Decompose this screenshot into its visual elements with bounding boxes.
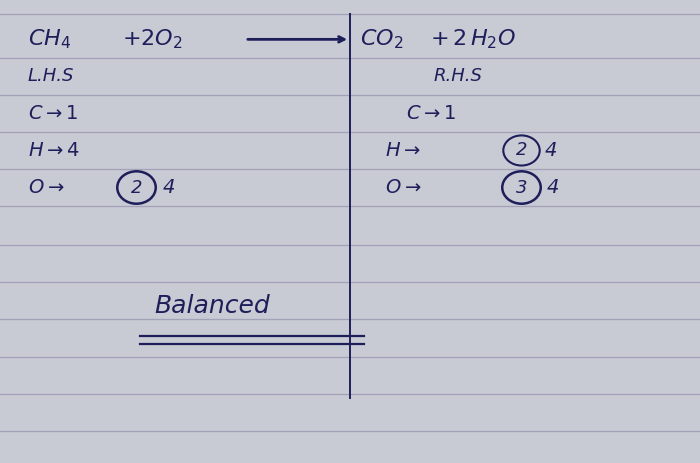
Text: $+\,2\,H_2O$: $+\,2\,H_2O$ [430,28,517,51]
Text: $O \rightarrow$: $O \rightarrow$ [28,178,64,197]
Text: $+2O_2$: $+2O_2$ [122,28,183,51]
Text: 4: 4 [545,141,557,160]
Text: 3: 3 [516,179,527,196]
Text: $CH_4$: $CH_4$ [28,28,71,51]
Text: 4: 4 [547,178,559,197]
Text: 2: 2 [516,142,527,159]
Text: 4: 4 [163,178,176,197]
Text: $O \rightarrow$: $O \rightarrow$ [385,178,421,197]
Text: $C \rightarrow 1$: $C \rightarrow 1$ [406,104,456,123]
Text: Balanced: Balanced [154,294,270,318]
Text: $CO_2$: $CO_2$ [360,28,404,51]
Text: $H \rightarrow 4$: $H \rightarrow 4$ [28,141,80,160]
Text: 2: 2 [131,179,142,196]
Text: $H \rightarrow$: $H \rightarrow$ [385,141,421,160]
Text: $C \rightarrow 1$: $C \rightarrow 1$ [28,104,78,123]
Text: R.H.S: R.H.S [434,68,483,85]
Text: L.H.S: L.H.S [28,68,74,85]
